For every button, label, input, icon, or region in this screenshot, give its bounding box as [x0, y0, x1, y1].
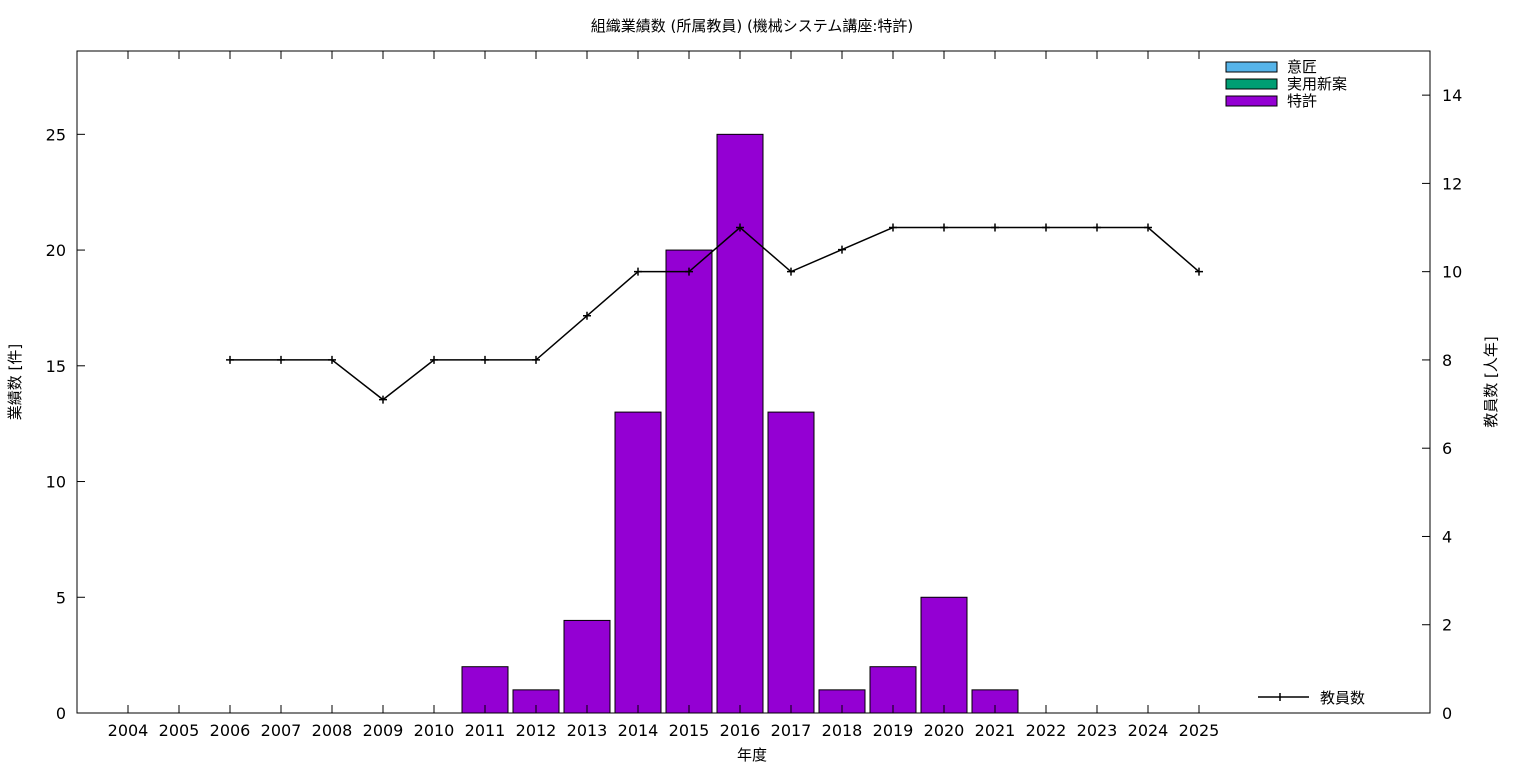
- faculty-point-2021: [991, 223, 999, 232]
- y2-tick-label: 0: [1442, 704, 1452, 723]
- x-tick-label: 2015: [669, 721, 710, 740]
- x-tick-label: 2021: [975, 721, 1016, 740]
- x-tick-label: 2008: [312, 721, 353, 740]
- faculty-point-2012: [532, 355, 540, 364]
- y-tick-label: 10: [46, 473, 66, 492]
- x-tick-label: 2018: [822, 721, 863, 740]
- bar-group: [461, 133, 1019, 714]
- legend-swatch-0: [1225, 61, 1278, 73]
- bar-2015: [665, 249, 713, 714]
- y2-tick-label: 2: [1442, 616, 1452, 635]
- y2-tick-label: 12: [1442, 174, 1462, 193]
- x-tick-label: 2014: [618, 721, 659, 740]
- legend-label-1: 実用新案: [1287, 75, 1347, 93]
- faculty-point-2025: [1195, 267, 1203, 276]
- bar-2016: [716, 133, 764, 714]
- x-tick-label: 2025: [1179, 721, 1220, 740]
- x-tick-label: 2013: [567, 721, 608, 740]
- faculty-point-2018: [838, 245, 846, 254]
- bar-2017: [767, 411, 815, 714]
- y-tick-label: 0: [56, 704, 66, 723]
- x-tick-label: 2006: [210, 721, 251, 740]
- faculty-point-2022: [1042, 223, 1050, 232]
- x-tick-label: 2016: [720, 721, 761, 740]
- x-tick-label: 2004: [108, 721, 149, 740]
- x-tick-label: 2023: [1077, 721, 1118, 740]
- legend-swatch-2: [1225, 95, 1278, 107]
- faculty-point-2015: [685, 267, 693, 276]
- x-tick-label: 2007: [261, 721, 302, 740]
- y2-tick-label: 8: [1442, 351, 1452, 370]
- legend-label-0: 意匠: [1287, 58, 1317, 76]
- x-tick-label: 2012: [516, 721, 557, 740]
- y2-axis-label: 教員数 [人年]: [1482, 336, 1500, 427]
- faculty-line-group: [226, 223, 1203, 404]
- faculty-point-2011: [481, 355, 489, 364]
- y2-tick-label: 6: [1442, 439, 1452, 458]
- x-tick-label: 2005: [159, 721, 200, 740]
- faculty-point-2016: [736, 223, 744, 232]
- faculty-point-2013: [583, 311, 591, 320]
- y-tick-label: 20: [46, 241, 66, 260]
- y-tick-label: 15: [46, 357, 66, 376]
- faculty-point-2008: [328, 355, 336, 364]
- faculty-point-2020: [940, 223, 948, 232]
- legend-swatch-1: [1225, 78, 1278, 90]
- faculty-line: [230, 226, 1200, 401]
- y2-tick-label: 14: [1442, 86, 1462, 105]
- plot-frame: [76, 50, 1431, 714]
- y2-tick-label: 10: [1442, 263, 1462, 282]
- y-tick-label: 25: [46, 125, 66, 144]
- faculty-point-2023: [1093, 223, 1101, 232]
- bar-2020: [920, 596, 968, 714]
- chart-title: 組織業績数 (所属教員) (機械システム講座:特許): [591, 17, 914, 35]
- faculty-point-2009: [379, 395, 387, 404]
- faculty-point-2024: [1144, 223, 1152, 232]
- x-tick-label: 2024: [1128, 721, 1169, 740]
- x-tick-label: 2020: [924, 721, 965, 740]
- x-tick-label: 2011: [465, 721, 506, 740]
- x-tick-label: 2017: [771, 721, 812, 740]
- legend-label-2: 特許: [1287, 92, 1317, 110]
- y-axis-label: 業績数 [件]: [6, 344, 24, 420]
- y2-tick-label: 4: [1442, 527, 1452, 546]
- y-tick-label: 5: [56, 588, 66, 607]
- bar-2014: [614, 411, 662, 714]
- x-tick-label: 2022: [1026, 721, 1067, 740]
- legend-line-label: 教員数: [1320, 689, 1365, 707]
- x-tick-label: 2010: [414, 721, 455, 740]
- tick-group: 2004 2005 2006 2007 2008 2009 2010 2011 2012 2013…: [46, 51, 1462, 740]
- faculty-point-2017: [787, 267, 795, 276]
- faculty-point-2019: [889, 223, 897, 232]
- faculty-point-2014: [634, 267, 642, 276]
- x-axis-label: 年度: [737, 746, 767, 764]
- x-tick-label: 2009: [363, 721, 404, 740]
- faculty-point-2007: [277, 355, 285, 364]
- faculty-point-2010: [430, 355, 438, 364]
- x-tick-label: 2019: [873, 721, 914, 740]
- bar-2013: [563, 619, 611, 714]
- faculty-point-2006: [226, 355, 234, 364]
